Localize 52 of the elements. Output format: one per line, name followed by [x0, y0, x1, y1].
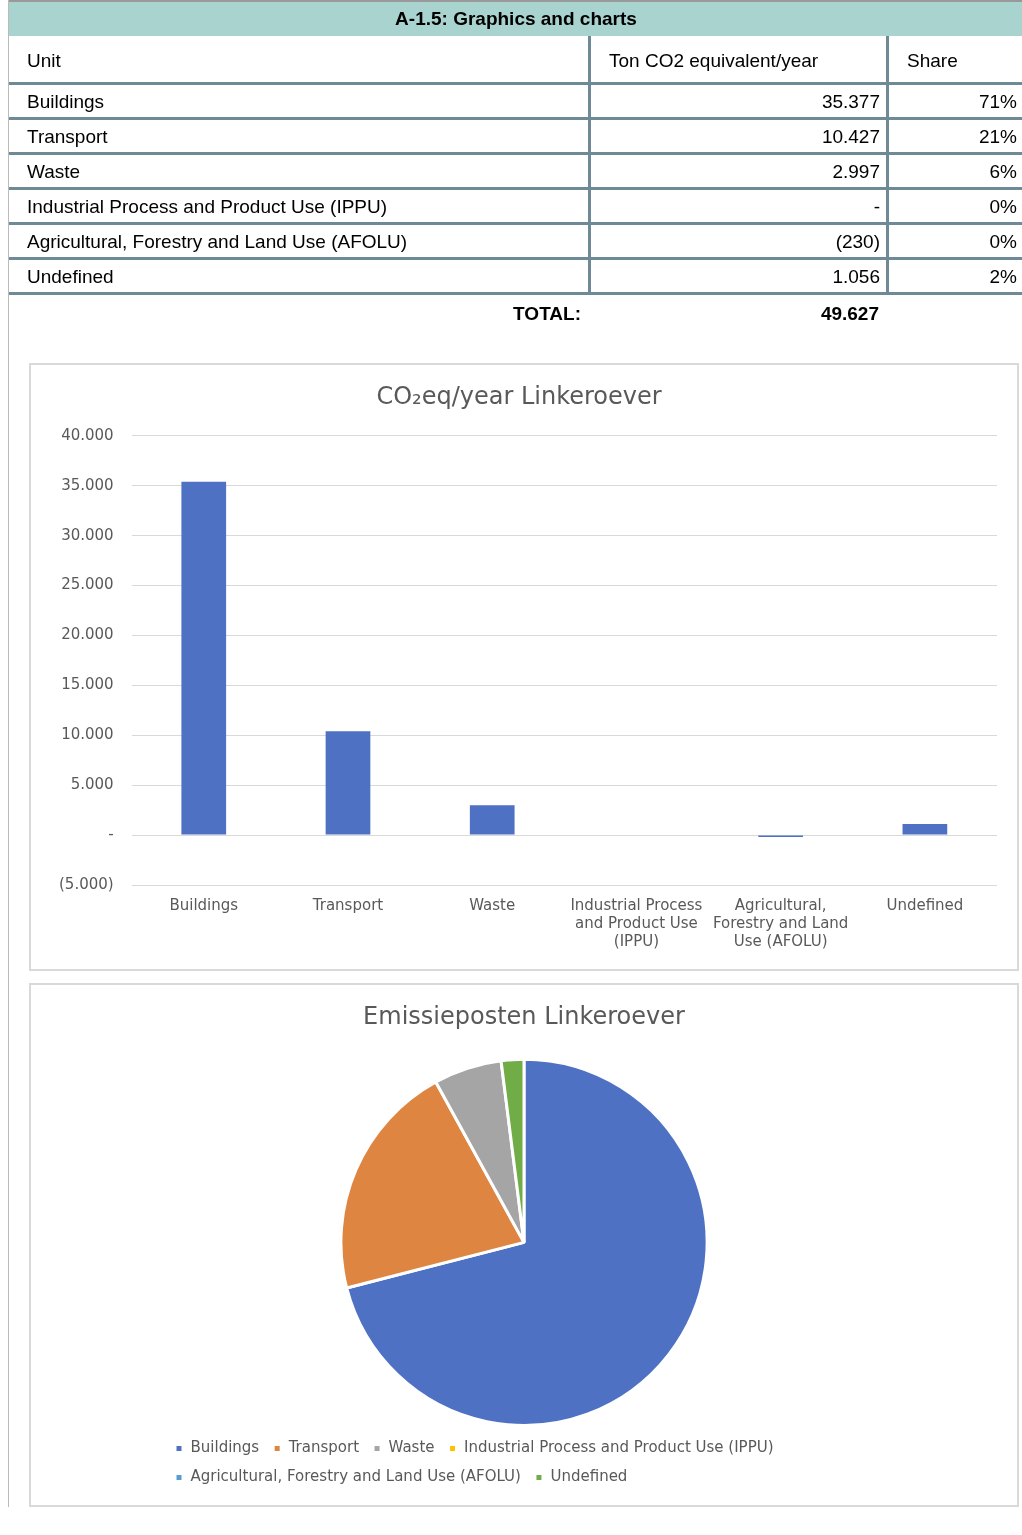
text: 6% — [988, 160, 1018, 184]
chart-title: Emissieposten Linkeroever — [363, 1001, 686, 1030]
text: 0% — [988, 195, 1018, 219]
x-tick-label: Agricultural, Forestry and Land Use (AFOLU) — [712, 895, 849, 950]
y-tick-label: 5.000 — [70, 775, 114, 794]
x-tick-label: Buildings — [169, 895, 239, 914]
y-tick-label: - — [108, 824, 114, 843]
y-tick-label: 20.000 — [61, 625, 114, 644]
bar — [325, 731, 371, 835]
text: 2% — [988, 265, 1018, 289]
bar — [181, 481, 227, 835]
y-tick-label: 15.000 — [61, 675, 114, 694]
legend-label: Industrial Process and Product Use (IPPU) — [464, 1438, 774, 1457]
text: 1.056 — [591, 260, 889, 292]
y-tick-label: 40.000 — [61, 425, 114, 444]
y-tick-label: 35.000 — [61, 475, 114, 494]
text: (230) — [591, 225, 889, 257]
y-tick-label: 10.000 — [61, 725, 114, 744]
legend-label: Waste — [388, 1438, 435, 1457]
text: 2.997 — [591, 155, 889, 187]
bar — [902, 824, 948, 835]
chart-title: CO₂eq/year Linkeroever — [376, 381, 662, 410]
text: 21% — [977, 125, 1018, 149]
y-tick-label: 30.000 — [61, 525, 114, 544]
text: A-1.5: Graphics and charts — [9, 0, 1022, 36]
bar — [469, 805, 515, 835]
text: Transport — [9, 120, 591, 152]
legend-label: Agricultural, Forestry and Land Use (AFOLU) — [190, 1467, 521, 1486]
legend-label: Undefined — [550, 1467, 628, 1486]
legend-label: Buildings — [190, 1438, 260, 1457]
x-tick-label: Undefined — [886, 895, 964, 914]
text: 71% — [977, 90, 1018, 114]
text: - — [591, 190, 889, 222]
text: Agricultural, Forestry and Land Use (AFOLU) — [9, 225, 591, 257]
text: Ton CO2 equivalent/year — [591, 36, 889, 82]
text: Unit — [9, 36, 591, 82]
x-tick-label: Industrial Process and Product Use (IPPU) — [570, 895, 703, 950]
legend-label: Transport — [287, 1438, 360, 1457]
text: 10.427 — [591, 120, 889, 152]
text: Industrial Process and Product Use (IPPU) — [9, 190, 591, 222]
y-tick-label: 25.000 — [61, 575, 114, 594]
text: Buildings — [9, 85, 591, 117]
text: 35.377 — [591, 85, 889, 117]
text: 0% — [988, 230, 1018, 254]
text: 49.627 — [819, 302, 880, 326]
text: Share — [906, 49, 959, 73]
y-tick-label: (5.000) — [58, 874, 114, 893]
text: Waste — [9, 155, 591, 187]
x-tick-label: Transport — [311, 895, 384, 914]
x-tick-label: Waste — [469, 895, 516, 914]
text: TOTAL: — [512, 302, 582, 326]
text: Undefined — [9, 260, 591, 292]
